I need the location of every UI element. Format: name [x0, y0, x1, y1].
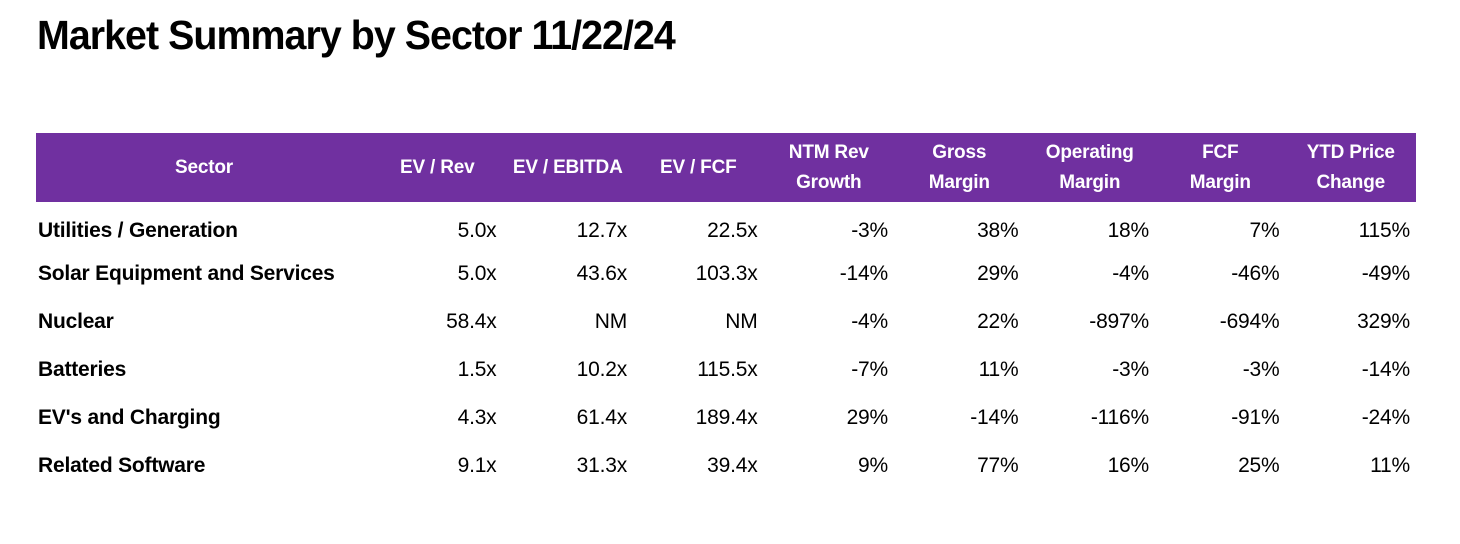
value-operating_margin: 16% — [1107, 454, 1150, 477]
sector-name: Related Software — [38, 454, 206, 477]
column-header-operating_margin: Operating Margin — [1024, 133, 1155, 202]
value-operating_margin: -116% — [1090, 406, 1149, 429]
value-gross_margin: 22% — [977, 310, 1019, 333]
value-ev_fcf: 39.4x — [707, 454, 758, 477]
value-operating_margin: 18% — [1107, 219, 1150, 242]
column-header-ev_fcf: EV / FCF — [633, 133, 764, 202]
column-header-ev_ebitda: EV / EBITDA — [502, 133, 633, 202]
value-gross_margin: 29% — [977, 262, 1019, 285]
value-ev_ebitda: 61.4x — [576, 406, 628, 429]
value-ev_fcf: 115.5x — [697, 358, 758, 381]
value-ev_ebitda: 12.7x — [576, 219, 628, 242]
table-header-row: Sector EV / Rev EV / EBITDA EV / FCF NTM Rev… — [36, 133, 1416, 202]
value-gross_margin: -14% — [970, 406, 1019, 429]
value-operating_margin: -897% — [1089, 310, 1149, 333]
value-ev_rev: 5.0x — [457, 219, 497, 242]
value-gross_margin: 77% — [977, 454, 1019, 477]
value-fcf_margin: 25% — [1238, 454, 1280, 477]
value-fcf_margin: 7% — [1249, 219, 1280, 242]
value-ev_fcf: 22.5x — [707, 219, 758, 242]
sector-name: Nuclear — [38, 310, 114, 333]
value-ytd_price_change: -24% — [1361, 406, 1410, 429]
value-operating_margin: -3% — [1112, 358, 1149, 381]
value-ntm_rev_growth: 29% — [846, 406, 889, 429]
value-fcf_margin: -3% — [1242, 358, 1280, 381]
value-operating_margin: -4% — [1112, 262, 1149, 285]
value-ev_rev: 4.3x — [457, 406, 497, 429]
value-fcf_margin: -46% — [1231, 262, 1280, 285]
value-ev_ebitda: NM — [594, 310, 627, 333]
value-fcf_margin: -694% — [1219, 310, 1280, 333]
table-row: Solar Equipment and Services 5.0x 43.6x 103… — [36, 250, 1416, 298]
sector-table: Sector EV / Rev EV / EBITDA EV / FCF NTM Rev… — [36, 133, 1416, 490]
value-ytd_price_change: -49% — [1361, 262, 1410, 285]
column-header-ntm_rev_growth: NTM Rev Growth — [763, 133, 894, 202]
table-row: Related Software 9.1x 31.3x 39.4x 9% 77% 16% 25… — [36, 442, 1416, 490]
value-ev_ebitda: 31.3x — [576, 454, 628, 477]
table-row: Nuclear 58.4x NM NM -4% 22% -897% -694% 329% — [36, 298, 1416, 346]
value-ev_fcf: 103.3x — [695, 262, 758, 285]
column-header-ev_rev: EV / Rev — [372, 133, 503, 202]
table-header: Sector EV / Rev EV / EBITDA EV / FCF NTM Rev… — [36, 133, 1416, 202]
value-ytd_price_change: -14% — [1361, 358, 1410, 381]
value-ntm_rev_growth: -3% — [851, 219, 888, 242]
value-ev_rev: 58.4x — [446, 310, 497, 333]
sector-name: Solar Equipment and Services — [38, 262, 335, 285]
value-ntm_rev_growth: -14% — [839, 262, 888, 285]
table-row: Batteries 1.5x 10.2x 115.5x -7% 11% -3% -3% -14% — [36, 346, 1416, 394]
value-ntm_rev_growth: 9% — [858, 454, 888, 477]
table-row: EV's and Charging 4.3x 61.4x 189.4x 29% -14% -… — [36, 394, 1416, 442]
value-ev_ebitda: 43.6x — [576, 262, 628, 285]
value-gross_margin: 38% — [977, 219, 1019, 242]
column-header-fcf_margin: FCF Margin — [1155, 133, 1286, 202]
column-header-gross_margin: Gross Margin — [894, 133, 1025, 202]
value-ytd_price_change: 329% — [1357, 310, 1410, 333]
value-ytd_price_change: 11% — [1370, 454, 1410, 477]
value-ev_rev: 9.1x — [457, 454, 497, 477]
value-gross_margin: 11% — [978, 358, 1019, 381]
value-ev_rev: 5.0x — [457, 262, 497, 285]
value-ev_ebitda: 10.2x — [576, 358, 628, 381]
column-header-sector: Sector — [36, 133, 372, 202]
value-ev_rev: 1.5x — [457, 358, 497, 381]
value-ytd_price_change: 115% — [1358, 219, 1411, 242]
table-row: Utilities / Generation 5.0x 12.7x 22.5x -3% 3… — [36, 202, 1416, 250]
table-body: Utilities / Generation 5.0x 12.7x 22.5x -3% 3… — [36, 202, 1416, 490]
column-header-ytd_price_change: YTD Price Change — [1285, 133, 1416, 202]
sector-name: EV's and Charging — [38, 406, 221, 429]
value-ev_fcf: 189.4x — [695, 406, 758, 429]
value-fcf_margin: -91% — [1231, 406, 1280, 429]
value-ev_fcf: NM — [725, 310, 758, 333]
page-title: Market Summary by Sector 11/22/24 — [37, 12, 676, 58]
sector-name: Utilities / Generation — [38, 219, 238, 242]
sector-name: Batteries — [38, 358, 127, 381]
value-ntm_rev_growth: -4% — [851, 310, 888, 333]
value-ntm_rev_growth: -7% — [851, 358, 888, 381]
